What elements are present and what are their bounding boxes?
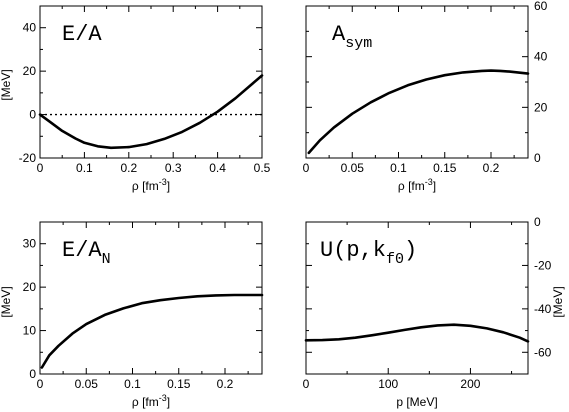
x-axis-label: ρ [fm-3]	[132, 393, 170, 409]
panel-title: E/AN	[62, 238, 111, 268]
x-axis-label: ρ [fm-3]	[398, 177, 436, 193]
y-tick-label: 20	[23, 64, 37, 78]
x-tick-label: 0.15	[167, 377, 191, 391]
x-tick-label: 0.2	[483, 161, 500, 175]
y-tick-label: -20	[19, 151, 37, 165]
x-tick-label: 0	[303, 161, 310, 175]
x-tick-label: 0.5	[254, 161, 271, 175]
y-axis-label: [MeV]	[0, 286, 13, 317]
y-tick-label: 0	[29, 108, 36, 122]
panel-3: 0 0.05 0.1 0.15 0.2 0 10 20 30 E/AN ρ [fm-3] [MeV]	[0, 221, 264, 409]
x-tick-label: 0.05	[341, 161, 365, 175]
y-axis-label: [MeV]	[0, 69, 13, 100]
panel-title: U(p,kf0)	[320, 238, 417, 268]
series-line	[38, 74, 264, 150]
x-tick-label: 0.2	[120, 161, 137, 175]
y-tick-label: 60	[534, 0, 548, 13]
y-tick-label: 40	[23, 21, 37, 35]
series-line	[307, 69, 530, 155]
y-axis-label: [MeV]	[551, 286, 565, 317]
x-tick-label: 100	[378, 377, 398, 391]
panel-title: E/A	[62, 22, 102, 47]
y-tick-label: 40	[534, 50, 548, 64]
x-tick-label: 0.2	[217, 377, 234, 391]
x-tick-label: 0.1	[124, 377, 141, 391]
y-tick-label: 30	[23, 237, 37, 251]
series-line	[40, 293, 264, 369]
y-tick-label: 0	[29, 367, 36, 381]
y-tick-label: 0	[534, 215, 541, 229]
x-tick-label: 0.15	[433, 161, 457, 175]
y-tick-label: 0	[534, 151, 541, 165]
y-tick-label: -60	[534, 345, 552, 359]
x-axis-label: ρ [fm-3]	[132, 177, 170, 193]
x-tick-label: 200	[460, 377, 480, 391]
y-tick-label: 10	[23, 324, 37, 338]
plot-frame	[39, 221, 263, 375]
panel-title: Asym	[332, 22, 372, 52]
panel-4: 0 100 200 -60 -40 -20 0 U(p,kf0) p [MeV] [MeV]	[303, 215, 565, 409]
y-tick-label: 20	[23, 280, 37, 294]
x-tick-label: 0.1	[76, 161, 93, 175]
x-axis-label: p [MeV]	[396, 395, 437, 409]
x-tick-label: 0.1	[390, 161, 407, 175]
x-tick-label: 0.3	[165, 161, 182, 175]
y-tick-label: -40	[534, 302, 552, 316]
y-tick-label: 20	[534, 100, 548, 114]
x-tick-label: 0	[37, 377, 44, 391]
y-tick-label: -20	[534, 258, 552, 272]
x-tick-label: 0	[303, 377, 310, 391]
series-line	[304, 323, 530, 343]
plot-frame	[305, 221, 529, 375]
x-tick-label: 0.05	[75, 377, 99, 391]
x-tick-label: 0.4	[209, 161, 226, 175]
panel-2: 0 0.05 0.1 0.15 0.2 0 20 40 60 Asym ρ [fm-3]	[303, 0, 548, 193]
x-tick-label: 0	[37, 161, 44, 175]
